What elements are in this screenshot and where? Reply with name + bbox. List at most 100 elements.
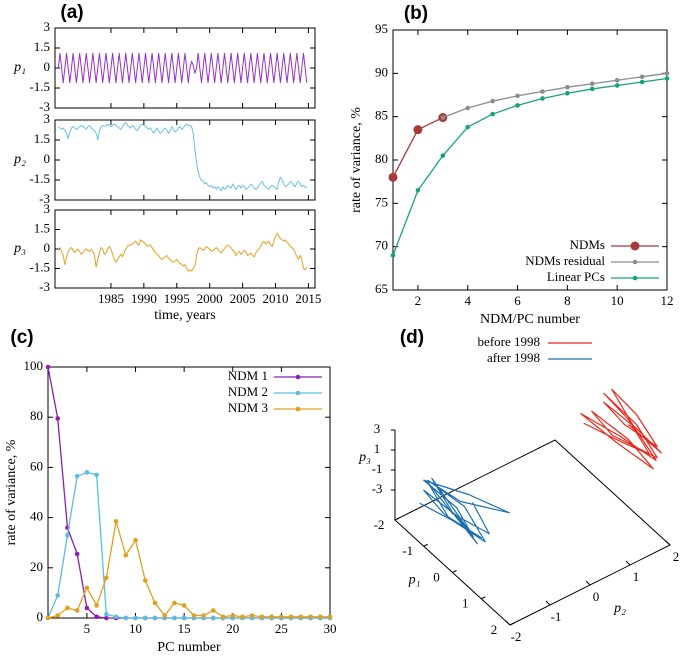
data-point <box>639 74 645 80</box>
data-point <box>104 611 109 617</box>
y-tick-label: 3 <box>44 111 51 126</box>
series-line <box>57 122 308 192</box>
data-point <box>123 615 129 621</box>
trajectory <box>580 388 662 470</box>
y-tick-label: 80 <box>30 408 43 423</box>
data-point <box>327 614 333 620</box>
data-point <box>614 77 620 83</box>
series-line <box>57 232 308 272</box>
x-axis-label: PC number <box>157 640 221 655</box>
y-tick-label: 3 <box>44 19 51 34</box>
data-point <box>230 613 236 618</box>
y-tick-label: 0 <box>44 151 51 166</box>
data-point <box>142 578 148 583</box>
series-line <box>392 77 668 256</box>
y-tick-label: 65 <box>375 281 388 296</box>
x-tick-label: 4 <box>464 293 471 308</box>
x-tick-label: 1985 <box>98 291 124 306</box>
series-line <box>442 72 668 119</box>
data-point <box>133 537 138 543</box>
data-point <box>515 103 520 108</box>
x-tick-label: 1995 <box>164 291 190 306</box>
x-tick-label: 20 <box>226 621 239 636</box>
z-axis-label: p₃ <box>358 450 371 465</box>
y-tick-label: 80 <box>375 151 388 166</box>
y-tick-label: 40 <box>30 509 43 524</box>
x-axis-label: NDM/PC number <box>480 312 580 327</box>
data-point <box>614 83 620 88</box>
data-point <box>565 84 570 90</box>
legend-label: NDMs residual <box>525 253 605 268</box>
data-point <box>664 76 670 81</box>
legend-label: NDMs <box>570 237 605 252</box>
data-point <box>152 600 158 606</box>
data-point <box>152 615 158 621</box>
y-tick-label: -1.5 <box>29 79 50 94</box>
data-point <box>84 605 90 611</box>
data-point <box>565 90 570 96</box>
y-tick-label: 1.5 <box>34 39 50 54</box>
data-point <box>181 603 187 608</box>
data-point <box>211 615 216 621</box>
base-plane <box>394 439 671 626</box>
data-point <box>413 125 423 135</box>
legend-label: before 1998 <box>478 334 540 349</box>
x-tick-label: -2 <box>374 517 385 532</box>
plot-frame <box>47 366 331 619</box>
y-tick-label: 100 <box>24 358 44 373</box>
y-tick-label: 20 <box>30 559 43 574</box>
data-point <box>240 614 245 620</box>
x-tick <box>394 517 400 521</box>
x-tick-label: 2010 <box>263 291 289 306</box>
y-tick-label: 75 <box>375 194 388 209</box>
data-point <box>74 473 80 479</box>
data-point <box>317 614 323 620</box>
y-tick-label: -3 <box>39 279 50 294</box>
plot-frame <box>392 29 668 291</box>
x-axis-label: p₁ <box>408 573 421 588</box>
data-point <box>440 115 446 120</box>
data-point <box>94 603 99 608</box>
data-point <box>84 470 90 475</box>
legend-marker <box>295 374 301 380</box>
data-point <box>123 552 129 558</box>
data-point <box>201 613 206 618</box>
data-point <box>220 614 226 620</box>
legend-marker <box>632 275 638 281</box>
legend-label: Linear PCs <box>547 269 605 284</box>
y-tick <box>665 540 671 546</box>
z-tick-label: 3 <box>374 421 381 436</box>
data-point <box>465 105 471 111</box>
data-point <box>172 600 177 606</box>
data-point <box>639 79 645 85</box>
data-point <box>298 614 304 620</box>
data-point <box>390 253 396 258</box>
y-axis-label: rate of variance, % <box>349 107 364 213</box>
y-tick <box>505 620 511 626</box>
y-tick-label: 60 <box>30 458 43 473</box>
panel-label: (c) <box>10 327 33 348</box>
y-axis-label: p₃ <box>13 241 26 256</box>
data-point <box>142 615 148 621</box>
x-tick <box>509 622 515 626</box>
y-tick-label: -1.5 <box>29 259 50 274</box>
x-tick-label: 10 <box>129 621 142 636</box>
data-point <box>133 615 138 621</box>
data-point <box>259 614 265 620</box>
data-point <box>540 96 545 101</box>
legend-marker <box>295 390 301 396</box>
y-tick-label: -3 <box>39 191 50 206</box>
series-line <box>47 471 330 619</box>
data-point <box>45 615 51 621</box>
data-point <box>490 111 495 117</box>
data-point <box>589 86 595 92</box>
y-tick-label: 0 <box>44 59 51 74</box>
data-point <box>181 615 187 621</box>
data-point <box>74 608 80 613</box>
y-tick-label: 0 <box>593 589 600 604</box>
x-axis-label: time, years <box>154 308 215 323</box>
panel-label: (a) <box>60 2 83 23</box>
x-tick-label: 2 <box>491 622 498 637</box>
x-tick-label: 25 <box>275 621 288 636</box>
data-point <box>113 519 119 524</box>
